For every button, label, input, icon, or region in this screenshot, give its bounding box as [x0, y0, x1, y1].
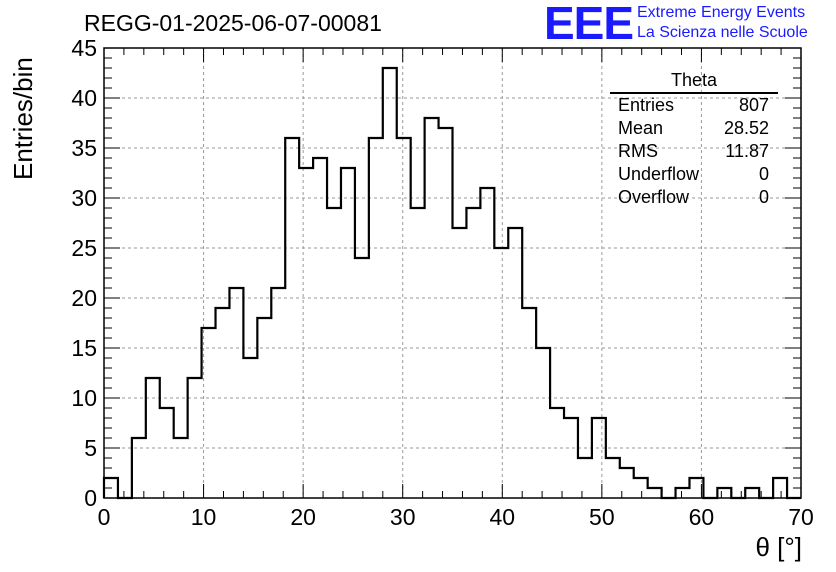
- stats-label: Entries: [618, 95, 675, 115]
- histogram-bin: [592, 418, 606, 498]
- stats-row: Entries 807: [610, 94, 778, 117]
- stats-label: RMS: [618, 141, 658, 161]
- histogram-bin: [564, 418, 578, 498]
- histogram-bin: [536, 348, 550, 498]
- y-tick-label: 40: [71, 85, 97, 111]
- stats-label: Overflow: [618, 187, 690, 207]
- histogram-bin: [508, 228, 522, 498]
- histogram-bin: [146, 378, 160, 498]
- stats-value: 807: [738, 95, 769, 115]
- histogram-bin: [411, 208, 425, 498]
- histogram-bin: [425, 118, 439, 498]
- stats-value: 0: [758, 187, 769, 207]
- histogram-bin: [229, 288, 243, 498]
- x-tick-label: 30: [390, 504, 416, 530]
- stats-box-name: Theta: [610, 70, 778, 94]
- histogram-bin: [773, 478, 787, 498]
- eee-logo: EEE: [544, 0, 634, 49]
- histogram-bin: [745, 488, 759, 498]
- histogram-bin: [439, 128, 453, 498]
- stats-value: 11.87: [725, 141, 769, 161]
- histogram-bin: [494, 248, 508, 498]
- stats-box: Theta Entries 807 Mean 28.52 RMS 11.87 U…: [610, 70, 778, 209]
- histogram-bin: [717, 488, 731, 498]
- histogram-bin: [202, 328, 216, 498]
- stats-label: Mean: [618, 118, 664, 138]
- histogram-outline: [102, 66, 801, 500]
- stats-row: Mean 28.52: [610, 117, 778, 140]
- histogram-bin: [271, 288, 285, 498]
- histogram-bin: [453, 228, 467, 498]
- logo-line-2: La Scienza nelle Scuole: [637, 24, 808, 41]
- histogram-bin: [313, 158, 327, 498]
- histogram-bin: [132, 438, 146, 498]
- histogram-bin: [480, 188, 494, 498]
- x-tick-label: 20: [290, 504, 316, 530]
- y-tick-label: 0: [84, 485, 97, 511]
- histogram-bin: [383, 68, 397, 498]
- histogram-bin: [369, 138, 383, 498]
- y-axis-label: Entries/bin: [8, 57, 38, 180]
- histogram-bin: [174, 438, 188, 498]
- histogram-bin: [285, 138, 299, 498]
- histogram-bin: [243, 358, 257, 498]
- x-tick-label: 10: [191, 504, 217, 530]
- histogram-bin: [522, 308, 536, 498]
- histogram-bin: [216, 308, 230, 498]
- histogram-bin: [160, 408, 174, 498]
- histogram-bin: [327, 208, 341, 498]
- plot-frame: [103, 47, 802, 499]
- histogram-bin: [397, 138, 411, 498]
- stats-row: RMS 11.87: [610, 140, 778, 163]
- y-tick-label: 35: [71, 135, 97, 161]
- stats-value: 28.52: [723, 118, 769, 138]
- histogram-bin: [341, 168, 355, 498]
- histogram-bin: [676, 488, 690, 498]
- histogram-bin: [550, 408, 564, 498]
- x-tick-label: 60: [689, 504, 715, 530]
- x-tick-label: 40: [489, 504, 515, 530]
- histogram-bin: [606, 458, 620, 498]
- stats-row: Overflow 0: [610, 186, 778, 209]
- stats-label: Underflow: [618, 164, 700, 184]
- histogram-bin: [648, 488, 662, 498]
- x-tick-label: 50: [589, 504, 615, 530]
- histogram-bin: [257, 318, 271, 498]
- histogram-bin: [578, 458, 592, 498]
- histogram-bin: [355, 258, 369, 498]
- stats-row: Underflow 0: [610, 163, 778, 186]
- histogram-bin: [299, 168, 313, 498]
- axes: [103, 47, 802, 499]
- y-tick-label: 5: [84, 435, 97, 461]
- histogram-bin: [188, 378, 202, 498]
- histogram-bin: [634, 478, 648, 498]
- stats-value: 0: [758, 164, 769, 184]
- y-tick-label: 30: [71, 185, 97, 211]
- logo-line-1: Extreme Energy Events: [637, 4, 806, 21]
- y-tick-label: 25: [71, 235, 97, 261]
- y-tick-label: 20: [71, 285, 97, 311]
- y-tick-label: 45: [71, 35, 97, 61]
- y-tick-label: 15: [71, 335, 97, 361]
- x-axis-label: θ [°]: [755, 532, 802, 562]
- y-tick-label: 10: [71, 385, 97, 411]
- x-tick-label: 0: [98, 504, 111, 530]
- chart-title: REGG-01-2025-06-07-00081: [84, 10, 382, 36]
- histogram-bars: [102, 66, 801, 500]
- x-tick-label: 70: [788, 504, 814, 530]
- tick-labels: 0 10 20 30 40 50 60 70 0 5 10 15 20 25 30 35 40 45: [71, 35, 813, 530]
- histogram-bin: [466, 208, 480, 498]
